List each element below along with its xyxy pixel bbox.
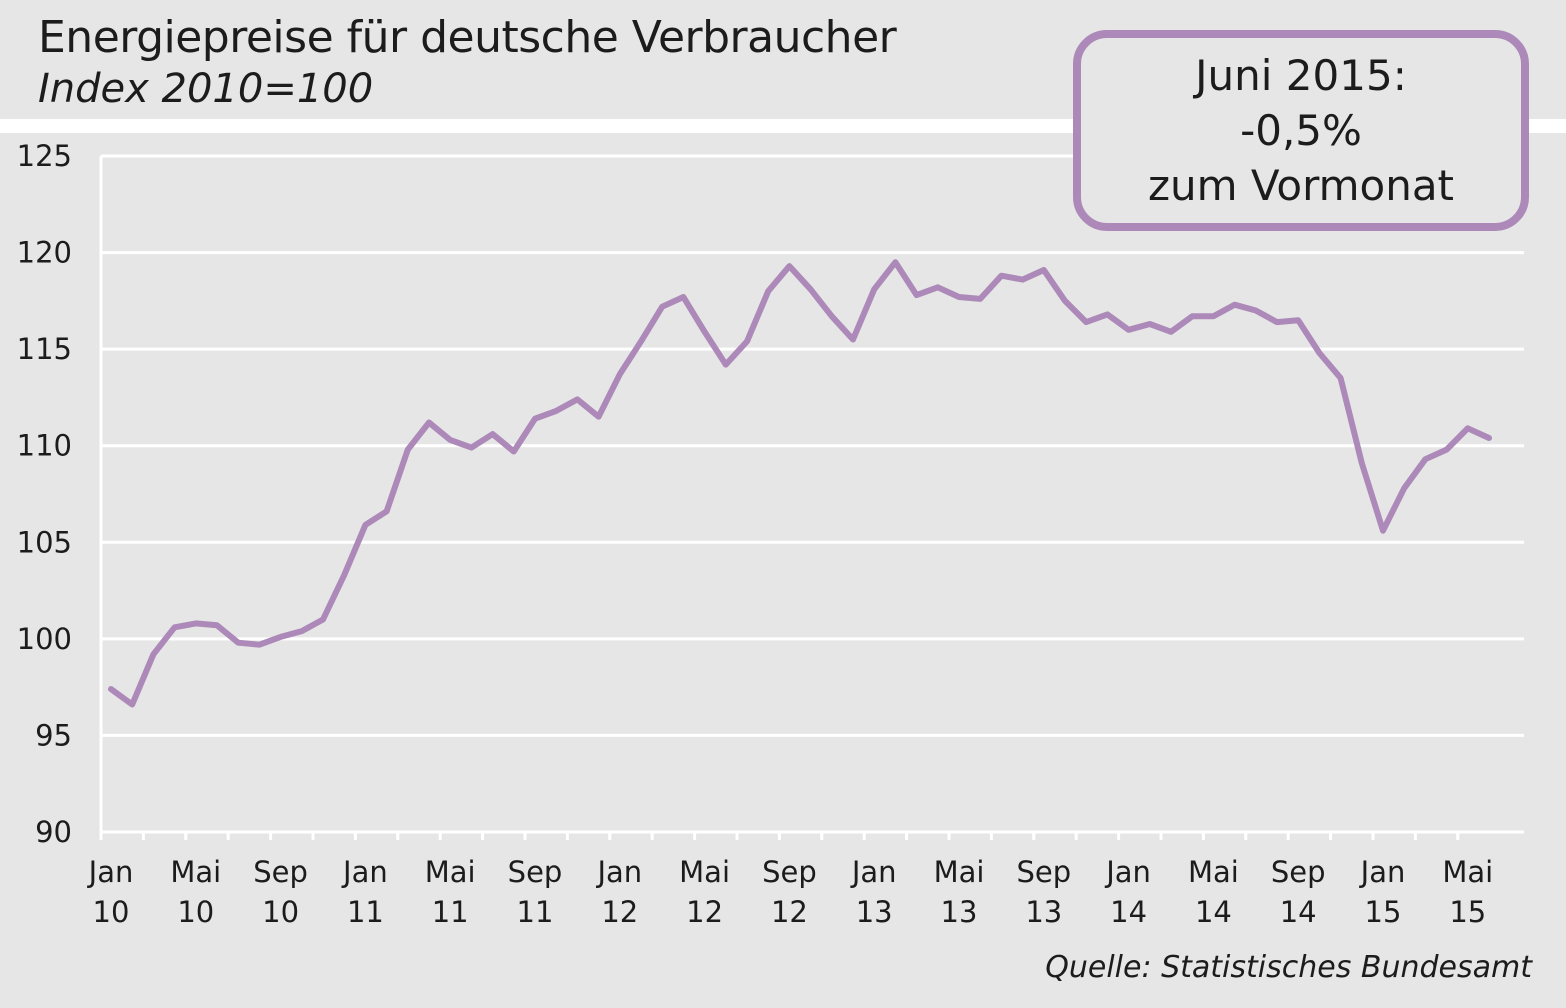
x-tick-label-year: 14 bbox=[1195, 895, 1232, 929]
x-tick-label-year: 13 bbox=[941, 895, 978, 929]
x-tick-label-month: Jan bbox=[595, 855, 642, 889]
series-line bbox=[108, 259, 1492, 708]
x-tick-label-year: 14 bbox=[1280, 895, 1317, 929]
x-tick-label-year: 15 bbox=[1449, 895, 1486, 929]
x-tick-label-month: Jan bbox=[850, 855, 897, 889]
x-tick-label-year: 11 bbox=[347, 895, 384, 929]
y-tick-label: 110 bbox=[17, 429, 72, 463]
y-tick-label: 115 bbox=[17, 332, 72, 366]
x-tick-label-year: 15 bbox=[1365, 895, 1402, 929]
x-tick-label-month: Mai bbox=[425, 855, 476, 889]
x-tick-label-month: Jan bbox=[1359, 855, 1406, 889]
x-tick-label-month: Jan bbox=[1104, 855, 1151, 889]
series-layer bbox=[108, 259, 1492, 708]
x-tick-label-year: 12 bbox=[601, 895, 638, 929]
y-tick-label: 95 bbox=[35, 718, 72, 752]
x-tick-label-year: 13 bbox=[856, 895, 893, 929]
callout-line-2: -0,5% bbox=[1240, 106, 1362, 155]
x-tick-label-year: 10 bbox=[93, 895, 130, 929]
x-tick-label-year: 11 bbox=[432, 895, 469, 929]
gridlines bbox=[101, 154, 1524, 737]
x-tick-label-year: 12 bbox=[686, 895, 723, 929]
x-tick-label-year: 13 bbox=[1025, 895, 1062, 929]
y-tick-label: 100 bbox=[17, 622, 72, 656]
x-tick-label-year: 12 bbox=[771, 895, 808, 929]
x-tick-label-month: Mai bbox=[1442, 855, 1493, 889]
x-tick-label-month: Mai bbox=[170, 855, 221, 889]
y-tick-label: 90 bbox=[35, 815, 72, 849]
x-tick-label-year: 10 bbox=[177, 895, 214, 929]
x-tick-label-month: Sep bbox=[508, 855, 563, 889]
x-tick-label-month: Sep bbox=[762, 855, 817, 889]
chart-subtitle: Index 2010=100 bbox=[38, 66, 374, 112]
x-tick-label-month: Sep bbox=[253, 855, 308, 889]
callout-line-1: Juni 2015: bbox=[1195, 51, 1407, 100]
x-tick-label-year: 10 bbox=[262, 895, 299, 929]
y-tick-label: 105 bbox=[17, 525, 72, 559]
x-tick-label-month: Jan bbox=[341, 855, 388, 889]
y-axis: 90 95 100 105 110 115 120 125 bbox=[17, 139, 103, 849]
x-tick-label-month: Sep bbox=[1271, 855, 1326, 889]
x-axis: Jan 10 Mai 10 Sep 10 Jan 11 Mai 11 Sep 11 Jan 12 Mai 12… bbox=[87, 830, 1524, 929]
x-tick-label-year: 14 bbox=[1110, 895, 1147, 929]
x-tick-label-month: Mai bbox=[1188, 855, 1239, 889]
x-tick-label-month: Jan bbox=[87, 855, 134, 889]
chart-title: Energiepreise für deutsche Verbraucher bbox=[38, 12, 897, 63]
callout-box: Juni 2015: -0,5% zum Vormonat bbox=[1073, 30, 1529, 231]
x-tick-label-month: Mai bbox=[679, 855, 730, 889]
y-tick-label: 125 bbox=[17, 139, 72, 173]
x-tick-label-year: 11 bbox=[517, 895, 554, 929]
source-note: Quelle: Statistisches Bundesamt bbox=[1045, 950, 1532, 985]
x-tick-label-month: Mai bbox=[934, 855, 985, 889]
y-tick-label: 120 bbox=[17, 236, 72, 270]
callout-line-3: zum Vormonat bbox=[1147, 161, 1455, 210]
x-tick-label-month: Sep bbox=[1016, 855, 1071, 889]
